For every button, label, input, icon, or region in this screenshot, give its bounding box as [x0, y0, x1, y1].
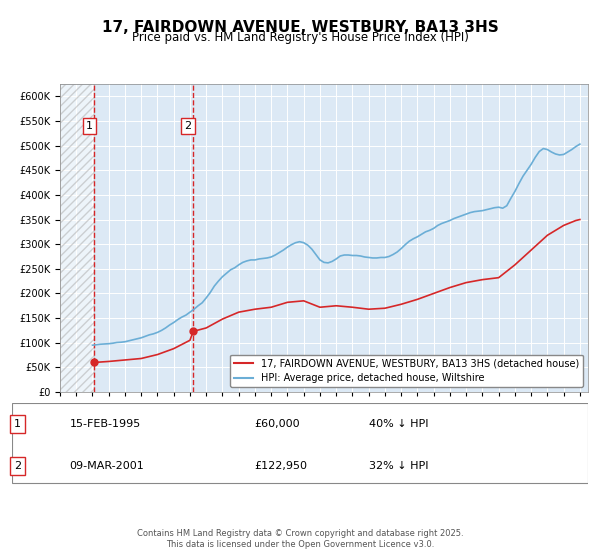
- Text: Price paid vs. HM Land Registry's House Price Index (HPI): Price paid vs. HM Land Registry's House …: [131, 31, 469, 44]
- Text: Contains HM Land Registry data © Crown copyright and database right 2025.
This d: Contains HM Land Registry data © Crown c…: [137, 529, 463, 549]
- Text: 2: 2: [185, 121, 192, 131]
- Text: £122,950: £122,950: [254, 461, 307, 471]
- Text: 17, FAIRDOWN AVENUE, WESTBURY, BA13 3HS: 17, FAIRDOWN AVENUE, WESTBURY, BA13 3HS: [101, 20, 499, 35]
- Bar: [60, 84, 94, 392]
- FancyBboxPatch shape: [12, 403, 588, 483]
- Text: 09-MAR-2001: 09-MAR-2001: [70, 461, 145, 471]
- Text: 1: 1: [86, 121, 93, 131]
- Text: £60,000: £60,000: [254, 419, 299, 429]
- Text: 32% ↓ HPI: 32% ↓ HPI: [369, 461, 428, 471]
- Legend: 17, FAIRDOWN AVENUE, WESTBURY, BA13 3HS (detached house), HPI: Average price, de: 17, FAIRDOWN AVENUE, WESTBURY, BA13 3HS …: [230, 354, 583, 387]
- Text: 2: 2: [14, 461, 22, 471]
- Text: 1: 1: [14, 419, 21, 429]
- Text: 15-FEB-1995: 15-FEB-1995: [70, 419, 141, 429]
- Text: 40% ↓ HPI: 40% ↓ HPI: [369, 419, 428, 429]
